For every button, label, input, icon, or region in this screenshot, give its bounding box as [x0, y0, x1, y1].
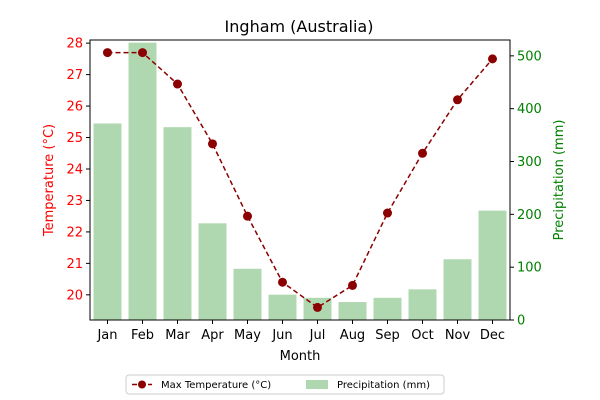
right-tick-label: 0	[517, 314, 525, 329]
x-tick-label: May	[234, 328, 261, 343]
precipitation-bar-may	[233, 268, 262, 320]
right-tick-label: 500	[517, 49, 542, 64]
chart-title: Ingham (Australia)	[225, 17, 374, 36]
temperature-point-mar	[173, 79, 182, 89]
left-axis-ticks: 20 21 22 23 24 25 26 27 28	[66, 37, 90, 303]
legend-box	[125, 374, 445, 395]
x-axis-label: Month	[280, 349, 321, 364]
x-tick-label: Jul	[309, 328, 326, 343]
left-axis-label: Temperature (°C)	[42, 124, 57, 237]
left-tick-label: 26	[66, 100, 83, 115]
temperature-point-aug	[348, 280, 357, 290]
x-tick-label: Jun	[271, 328, 292, 343]
right-axis-ticks: 0 100 200 300 400 500	[510, 49, 542, 329]
x-tick-label: Sep	[375, 328, 400, 343]
temperature-point-jan	[103, 48, 112, 58]
right-tick-label: 100	[517, 261, 542, 276]
left-tick-label: 25	[66, 131, 83, 146]
precipitation-bar-oct	[408, 289, 437, 320]
temperature-point-sep	[383, 208, 392, 218]
x-tick-label: Dec	[480, 328, 505, 343]
temperature-point-nov	[453, 95, 462, 105]
left-tick-label: 23	[66, 194, 83, 209]
left-tick-label: 21	[66, 257, 83, 272]
precipitation-bar-mar	[163, 127, 192, 320]
precipitation-bar-sep	[373, 297, 402, 320]
legend-bar-swatch	[306, 380, 328, 389]
left-tick-label: 27	[66, 68, 83, 83]
left-tick-label: 20	[66, 288, 83, 303]
plot-frame	[89, 39, 511, 321]
legend-label-precipitation: Precipitation (mm)	[337, 380, 430, 391]
left-tick-label: 28	[66, 37, 83, 52]
legend-label-temperature: Max Temperature (°C)	[161, 380, 271, 391]
precipitation-bars	[93, 42, 507, 320]
legend: Max Temperature (°C) Precipitation (mm)	[125, 374, 445, 395]
x-axis-ticks: Jan Feb Mar Apr May Jun Jul Aug Sep Oct Nov Dec	[96, 320, 505, 343]
precipitation-bar-apr	[198, 223, 227, 320]
x-tick-label: Apr	[201, 328, 224, 343]
left-tick-label: 24	[66, 162, 83, 177]
x-tick-label: Aug	[340, 328, 365, 343]
x-tick-label: Mar	[165, 328, 190, 343]
temperature-point-jul	[313, 302, 322, 312]
x-tick-label: Feb	[131, 328, 154, 343]
precipitation-bar-feb	[128, 42, 157, 320]
right-tick-label: 300	[517, 155, 542, 170]
temperature-point-may	[243, 211, 252, 221]
temperature-point-dec	[488, 54, 497, 64]
temperature-line	[103, 48, 497, 312]
x-tick-label: Jan	[96, 328, 117, 343]
right-axis-label: Precipitation (mm)	[552, 120, 567, 241]
right-tick-label: 400	[517, 102, 542, 117]
temperature-point-feb	[138, 48, 147, 58]
precipitation-bar-dec	[478, 210, 507, 320]
left-tick-label: 22	[66, 225, 83, 240]
precipitation-bar-jun	[268, 294, 297, 320]
x-tick-label: Oct	[411, 328, 433, 343]
precipitation-bar-aug	[338, 302, 367, 320]
temperature-series-line	[107, 51, 494, 309]
legend-line-marker	[138, 380, 146, 389]
temperature-point-oct	[418, 148, 427, 158]
temperature-point-apr	[208, 139, 217, 149]
precipitation-bar-jan	[93, 123, 122, 320]
x-tick-label: Nov	[445, 328, 471, 343]
temperature-point-jun	[278, 277, 287, 287]
precipitation-bar-nov	[443, 259, 472, 320]
right-tick-label: 200	[517, 208, 542, 223]
